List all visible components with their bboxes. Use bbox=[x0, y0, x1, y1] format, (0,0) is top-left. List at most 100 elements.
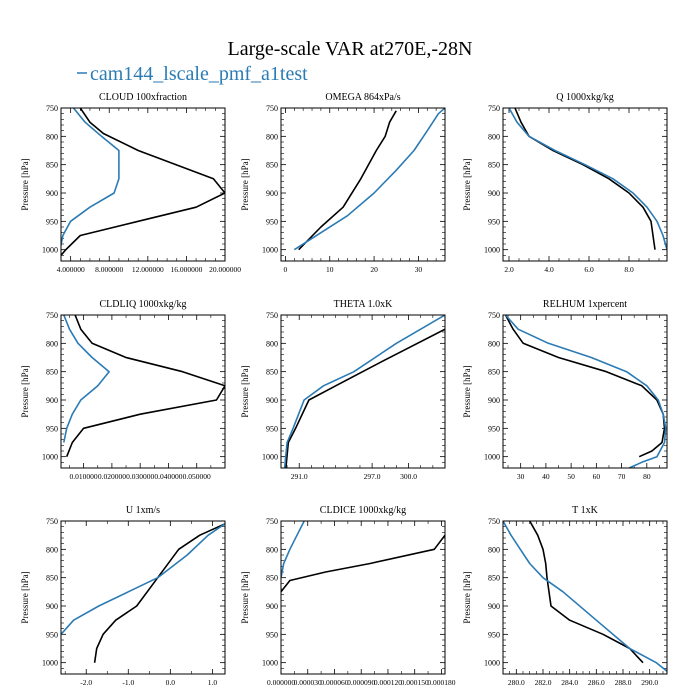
y-tick-label: 750 bbox=[488, 311, 500, 320]
plot-frame bbox=[502, 107, 668, 262]
panel-title: THETA 1.0xK bbox=[334, 299, 393, 310]
x-tick-label: 282.0 bbox=[535, 678, 552, 687]
y-tick-label: 1000 bbox=[262, 246, 278, 255]
chart-panel-5: THETA 1.0xK Pressure [hPa] 750 800 850 900 950… bbox=[240, 299, 446, 481]
y-tick-label: 800 bbox=[488, 339, 500, 348]
y-tick-label: 750 bbox=[488, 104, 500, 113]
series-line-black bbox=[61, 108, 225, 256]
series-line-black bbox=[298, 110, 397, 251]
y-axis-label: Pressure [hPa] bbox=[462, 571, 472, 623]
x-tick-label: 0.0 bbox=[166, 678, 176, 687]
chart-panel-1: CLOUD 100xfraction Pressure [hPa] 750 800 85… bbox=[20, 92, 241, 274]
x-tick-label: 4.000000 bbox=[57, 265, 85, 274]
y-tick-label: 800 bbox=[46, 339, 58, 348]
y-tick-label: 950 bbox=[488, 630, 500, 639]
series-line-black bbox=[93, 523, 225, 663]
series-line-black bbox=[514, 108, 656, 250]
legend-label: cam144_lscale_pmf_a1test bbox=[90, 63, 308, 85]
y-tick-label: 850 bbox=[266, 161, 278, 170]
x-tick-label: 80 bbox=[643, 472, 651, 481]
x-tick-label: 30 bbox=[415, 265, 423, 274]
x-tick-label: 0.000000 bbox=[267, 678, 295, 687]
x-tick-label: 0.010000 bbox=[70, 472, 98, 481]
y-axis-label: Pressure [hPa] bbox=[462, 365, 472, 417]
y-tick-label: 1000 bbox=[262, 659, 278, 668]
x-tick-label: 1.0 bbox=[208, 678, 218, 687]
y-tick-label: 750 bbox=[266, 517, 278, 526]
x-tick-label: 0.040000 bbox=[154, 472, 182, 481]
x-tick-label: 300.0 bbox=[400, 472, 417, 481]
series-line-blue bbox=[508, 108, 667, 250]
figure-title: Large-scale VAR at270E,-28N bbox=[228, 38, 473, 60]
panel-title: Q 1000xkg/kg bbox=[556, 92, 614, 103]
y-tick-label: 850 bbox=[46, 368, 58, 377]
plot-frame bbox=[280, 520, 446, 675]
y-tick-label: 900 bbox=[46, 396, 58, 405]
y-tick-label: 1000 bbox=[484, 659, 500, 668]
chart-panel-4: CLDLIQ 1000xkg/kg Pressure [hPa] 750 800 850… bbox=[20, 299, 226, 481]
y-tick-label: 900 bbox=[488, 189, 500, 198]
x-tick-label: 0.020000 bbox=[98, 472, 126, 481]
x-tick-label: 0.000180 bbox=[427, 678, 455, 687]
x-tick-label: 8.000000 bbox=[95, 265, 123, 274]
panel-title: T 1xK bbox=[572, 505, 598, 516]
x-tick-label: 30 bbox=[517, 472, 525, 481]
y-tick-label: 850 bbox=[488, 574, 500, 583]
series-line-blue bbox=[61, 523, 225, 635]
y-tick-label: 900 bbox=[266, 396, 278, 405]
y-tick-label: 950 bbox=[46, 630, 58, 639]
y-tick-label: 850 bbox=[266, 574, 278, 583]
x-tick-label: 286.0 bbox=[588, 678, 605, 687]
panel-title: U 1xm/s bbox=[126, 505, 160, 516]
y-tick-label: 1000 bbox=[42, 453, 58, 462]
series-line-blue bbox=[61, 108, 120, 249]
y-tick-label: 900 bbox=[488, 396, 500, 405]
x-tick-label: -1.0 bbox=[122, 678, 134, 687]
y-tick-label: 950 bbox=[266, 217, 278, 226]
y-tick-label: 750 bbox=[266, 104, 278, 113]
series-line-black bbox=[65, 315, 225, 457]
y-axis-label: Pressure [hPa] bbox=[20, 158, 30, 210]
chart-panel-8: CLDICE 1000xkg/kg Pressure [hPa] 750 800 850… bbox=[240, 505, 456, 687]
chart-panel-7: U 1xm/s Pressure [hPa] 750 800 850 900 950 1000… bbox=[20, 505, 226, 687]
plot-frame bbox=[60, 107, 226, 262]
y-tick-label: 950 bbox=[46, 424, 58, 433]
x-tick-label: 0.030000 bbox=[126, 472, 154, 481]
y-tick-label: 750 bbox=[46, 517, 58, 526]
chart-panel-6: RELHUM 1xpercent Pressure [hPa] 750 800 850 9… bbox=[462, 299, 668, 481]
x-tick-label: 0.000120 bbox=[374, 678, 402, 687]
plot-frame bbox=[60, 314, 226, 469]
series-line-blue bbox=[503, 521, 667, 672]
x-tick-label: 50 bbox=[567, 472, 575, 481]
y-tick-label: 900 bbox=[488, 602, 500, 611]
series-line-blue bbox=[504, 315, 667, 468]
series-line-black bbox=[285, 328, 445, 468]
x-tick-label: -2.0 bbox=[80, 678, 92, 687]
plot-frame bbox=[280, 314, 446, 469]
y-tick-label: 850 bbox=[266, 368, 278, 377]
panel-title: CLOUD 100xfraction bbox=[99, 92, 187, 103]
x-tick-label: 288.0 bbox=[615, 678, 632, 687]
series-line-blue bbox=[293, 108, 445, 251]
y-tick-label: 750 bbox=[266, 311, 278, 320]
y-tick-label: 1000 bbox=[484, 453, 500, 462]
y-tick-label: 800 bbox=[266, 339, 278, 348]
x-tick-label: 40 bbox=[542, 472, 550, 481]
y-tick-label: 800 bbox=[266, 132, 278, 141]
plot-frame bbox=[280, 107, 446, 262]
y-tick-label: 1000 bbox=[42, 246, 58, 255]
y-tick-label: 900 bbox=[266, 189, 278, 198]
panel-grid: CLOUD 100xfraction Pressure [hPa] 750 800 85… bbox=[20, 92, 668, 687]
x-tick-label: 8.0 bbox=[624, 265, 634, 274]
x-tick-label: 297.0 bbox=[364, 472, 381, 481]
y-tick-label: 850 bbox=[46, 161, 58, 170]
chart-panel-2: OMEGA 864xPa/s Pressure [hPa] 750 800 850 900… bbox=[240, 92, 446, 274]
panel-title: OMEGA 864xPa/s bbox=[325, 92, 400, 103]
y-tick-label: 1000 bbox=[262, 453, 278, 462]
y-axis-label: Pressure [hPa] bbox=[20, 365, 30, 417]
y-tick-label: 950 bbox=[266, 630, 278, 639]
x-tick-label: 0.050000 bbox=[183, 472, 211, 481]
series-line-black bbox=[529, 521, 644, 664]
panel-title: RELHUM 1xpercent bbox=[543, 299, 627, 310]
y-tick-label: 900 bbox=[46, 602, 58, 611]
